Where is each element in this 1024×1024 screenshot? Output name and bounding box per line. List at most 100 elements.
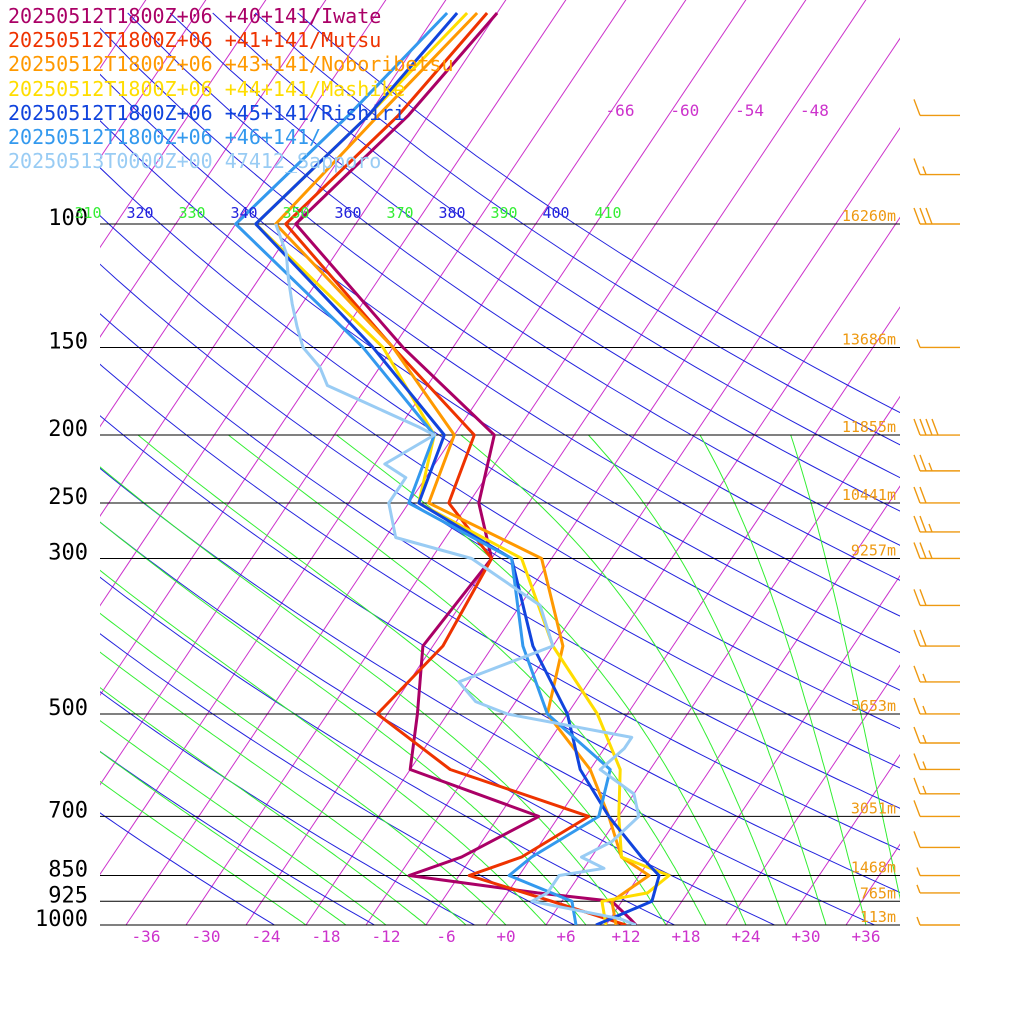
isotherm-line — [100, 0, 627, 786]
barb-half-feather — [916, 867, 921, 876]
isotherm-line — [100, 0, 387, 428]
dry-adiabat-line — [100, 691, 475, 925]
x-tick-label: -18 — [312, 927, 341, 946]
height-label: 13686m — [842, 330, 896, 348]
theta-label: 380 — [438, 204, 465, 222]
isotherm-line — [785, 753, 900, 925]
x-tick-label: +24 — [732, 927, 761, 946]
moist-adiabat-line — [100, 466, 627, 925]
x-tick-label: -30 — [192, 927, 221, 946]
wind-barbs — [913, 99, 960, 926]
barb-feather — [919, 629, 927, 647]
isotherm-line — [125, 0, 747, 925]
pressure-label: 300 — [48, 540, 88, 565]
barb-feather — [919, 207, 927, 225]
legend: 20250512T1800Z+06 +40+141/Iwate 20250512T… — [8, 4, 454, 173]
barb-feather — [931, 418, 939, 436]
wind-barb — [916, 884, 960, 894]
barb-half-feather — [922, 673, 927, 683]
isotherm-line — [305, 37, 900, 925]
wind-barb — [916, 339, 960, 349]
upper-isotherm-label: -48 — [800, 101, 829, 120]
legend-entry: 20250513T0000Z+00 47412_Sapporo — [8, 149, 382, 174]
x-tick-label: +0 — [496, 927, 515, 946]
barb-half-feather — [922, 785, 927, 795]
barb-feather — [919, 418, 927, 436]
dry-adiabat-line — [100, 167, 900, 691]
barb-feather — [913, 99, 921, 116]
x-tick-label: -24 — [252, 927, 281, 946]
pressure-label: 150 — [48, 329, 88, 354]
height-label: 5653m — [851, 697, 896, 715]
barb-feather — [913, 665, 921, 683]
wind-barb — [913, 589, 960, 607]
theta-label: 320 — [126, 204, 153, 222]
x-tick-label: +12 — [612, 927, 641, 946]
x-tick-label: +18 — [672, 927, 701, 946]
barb-half-feather — [916, 339, 921, 348]
x-tick-label: +6 — [556, 927, 575, 946]
barb-half-feather — [928, 523, 933, 533]
dry-adiabat-line — [100, 467, 875, 925]
series-line — [274, 11, 651, 925]
x-tick-label: +30 — [792, 927, 821, 946]
theta-label: 330 — [178, 204, 205, 222]
moist-adiabat-line — [588, 434, 827, 925]
moist-adiabat-line — [100, 780, 307, 925]
axis-labels: 100 16260m 150 13686m 200 11855m 250 10441m 300 9… — [35, 101, 896, 946]
wind-barb — [913, 99, 960, 117]
dry-adiabat-line — [100, 521, 775, 925]
series-line — [284, 12, 627, 925]
pressure-label: 925 — [48, 883, 88, 908]
theta-label: 310 — [74, 204, 101, 222]
theta-label: 350 — [282, 204, 309, 222]
x-tick-label: -6 — [436, 927, 455, 946]
barb-feather — [925, 418, 933, 436]
wind-barb — [913, 777, 960, 795]
barb-feather — [913, 589, 921, 606]
series-line — [254, 11, 671, 925]
moist-adiabat-line — [100, 521, 587, 925]
pressure-label: 100 — [48, 206, 88, 231]
isotherm-line — [605, 485, 900, 925]
wind-barb — [913, 207, 960, 225]
series-line — [294, 12, 638, 925]
moist-adiabat-line — [100, 751, 347, 925]
height-label: 16260m — [842, 207, 896, 225]
isotherm-line — [100, 0, 327, 338]
dry-adiabat-line — [100, 27, 900, 581]
dry-adiabat-line — [100, 750, 375, 925]
dry-adiabat-line — [100, 263, 900, 769]
moist-adiabat-line — [460, 434, 787, 925]
barb-half-feather — [928, 462, 933, 472]
sounding-profiles — [234, 11, 671, 925]
wind-barb — [913, 486, 960, 504]
isotherm-line — [185, 0, 807, 925]
isotherm-line — [100, 0, 447, 517]
height-label: 10441m — [842, 486, 896, 504]
theta-label: 360 — [334, 204, 361, 222]
x-tick-label: -12 — [372, 927, 401, 946]
barb-feather — [913, 753, 921, 770]
wind-barb — [913, 831, 960, 849]
theta-label: 340 — [230, 204, 257, 222]
isotherm-line — [100, 0, 567, 697]
pressure-label: 850 — [48, 858, 88, 883]
pressure-label: 250 — [48, 485, 88, 510]
legend-entry: 20250512T1800Z+06 +44+141/Mashike — [8, 76, 406, 101]
dry-adiabat-line — [212, 12, 900, 479]
isotherm-line — [245, 0, 867, 925]
height-label: 11855m — [842, 418, 896, 436]
isotherm-line — [545, 395, 900, 925]
moist-adiabat-line — [100, 719, 387, 925]
dry-adiabat-line — [127, 12, 900, 546]
dry-adiabat-line — [169, 12, 900, 512]
barb-feather — [919, 542, 927, 559]
barb-feather — [913, 800, 921, 817]
barb-half-feather — [922, 734, 927, 744]
x-tick-label: -36 — [132, 927, 161, 946]
dry-adiabat-line — [100, 214, 900, 730]
legend-entry: 20250512T1800Z+06 +45+141/Rishiri — [8, 100, 406, 125]
isotherm-line — [100, 0, 147, 70]
wind-barb — [913, 418, 960, 436]
